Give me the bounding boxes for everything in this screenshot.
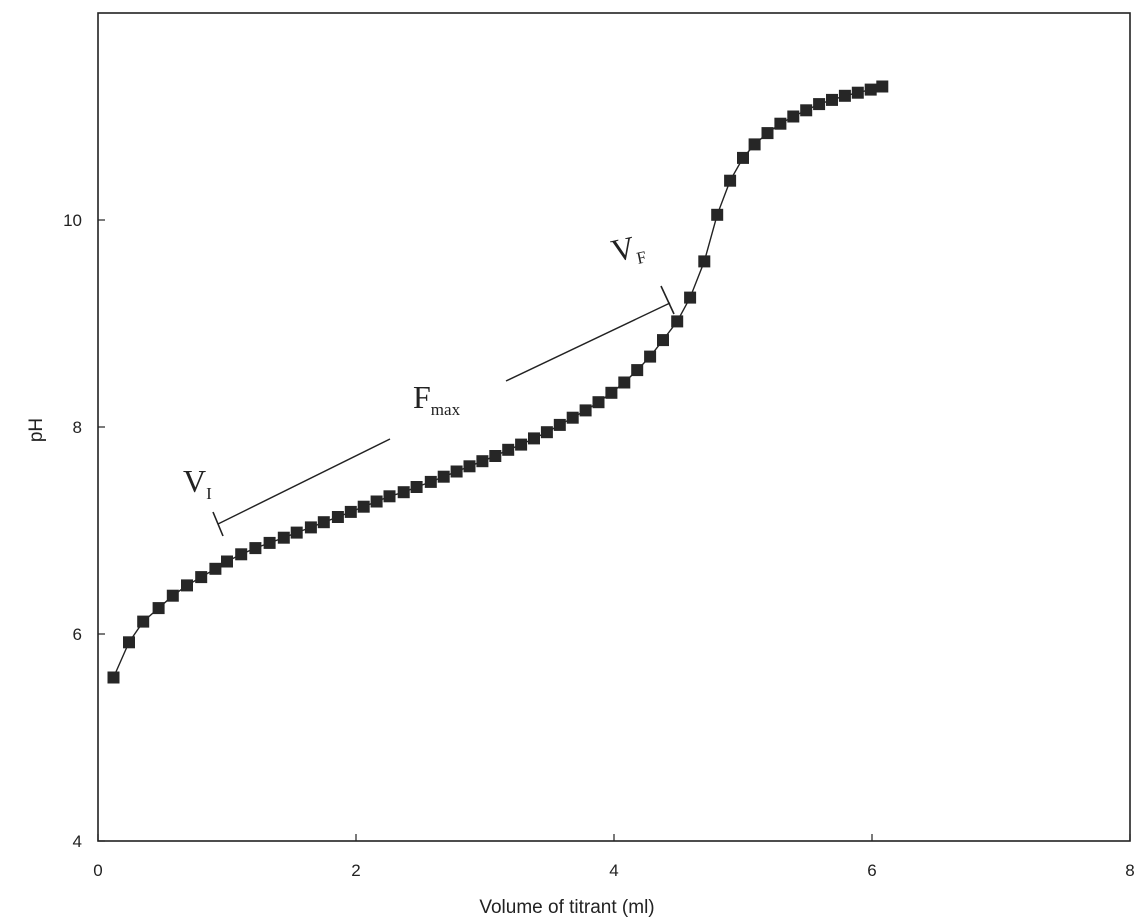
data-point — [684, 291, 697, 304]
data-point — [397, 486, 410, 499]
x-tick-label: 6 — [867, 861, 876, 880]
x-axis-label: Volume of titrant (ml) — [479, 897, 654, 918]
data-point — [370, 495, 383, 508]
data-point — [876, 80, 889, 93]
data-point — [383, 490, 396, 503]
fmax-annotation: Fmax — [413, 379, 461, 419]
x-tick-label: 4 — [609, 861, 618, 880]
data-point — [851, 86, 864, 99]
data-point — [800, 104, 813, 117]
data-point — [181, 579, 193, 592]
data-point — [657, 334, 669, 347]
data-point — [566, 411, 579, 424]
y-axis: 4 6 8 10 — [63, 211, 105, 851]
x-tick-label: 8 — [1125, 861, 1134, 880]
y-tick-label: 6 — [73, 625, 82, 644]
data-point — [304, 521, 317, 534]
data-point — [826, 93, 838, 106]
x-axis: 0 2 4 6 8 — [93, 834, 1135, 880]
data-point — [631, 364, 644, 377]
data-point — [357, 500, 370, 513]
y-tick-label: 8 — [73, 418, 82, 437]
data-point — [838, 89, 851, 102]
data-point — [290, 526, 303, 539]
data-point — [502, 443, 515, 456]
data-point — [761, 127, 774, 140]
y-tick-label: 4 — [73, 832, 82, 851]
data-point — [724, 174, 737, 187]
data-point — [644, 350, 657, 363]
vf-annotation-main: V — [608, 229, 638, 269]
x-tick-label: 2 — [351, 861, 360, 880]
data-point — [787, 110, 800, 123]
series-line — [112, 85, 883, 678]
data-point — [592, 396, 605, 409]
data-point — [277, 531, 290, 544]
data-point — [540, 426, 553, 439]
fmax-annotation-sub: max — [431, 400, 461, 419]
fmax-annotation-main: F — [413, 379, 431, 415]
data-point — [463, 460, 476, 473]
data-point — [579, 404, 592, 417]
y-axis-label: pH — [26, 418, 47, 442]
data-point — [123, 636, 135, 649]
data-point — [235, 548, 248, 561]
vi-annotation: VI — [183, 463, 212, 503]
data-point — [410, 481, 423, 493]
data-point — [813, 98, 826, 111]
vi-annotation-main: V — [183, 463, 206, 499]
data-point — [737, 151, 749, 164]
data-point — [711, 208, 724, 221]
data-point — [748, 138, 761, 151]
data-point — [152, 602, 165, 615]
data-point — [137, 615, 150, 628]
data-point — [331, 511, 344, 523]
y-tick-label: 10 — [63, 211, 82, 230]
data-point — [618, 376, 631, 389]
vf-annotation-sub: F — [635, 247, 648, 268]
data-point — [774, 117, 787, 130]
fmax-line-left — [217, 438, 391, 525]
data-point — [263, 536, 276, 549]
data-point — [317, 516, 330, 529]
data-point — [553, 418, 566, 431]
data-point — [528, 432, 540, 445]
data-point — [864, 83, 877, 96]
data-point — [424, 475, 437, 488]
vi-annotation-sub: I — [206, 484, 212, 503]
data-point — [489, 450, 502, 462]
data-point — [107, 671, 120, 684]
data-point — [209, 562, 222, 575]
vf-marker — [660, 285, 675, 315]
data-point — [437, 470, 450, 483]
series-points — [107, 80, 889, 684]
data-point — [249, 542, 262, 555]
data-point — [166, 589, 179, 602]
data-point — [605, 386, 618, 399]
data-point — [450, 465, 463, 478]
data-point — [515, 438, 528, 451]
plot-frame — [97, 12, 1131, 842]
data-point — [698, 255, 711, 268]
data-point — [195, 571, 208, 584]
x-tick-label: 0 — [93, 861, 102, 880]
vf-annotation: VF — [608, 227, 648, 273]
fmax-line-right — [505, 302, 671, 382]
data-point — [221, 555, 233, 568]
data-point — [476, 455, 489, 468]
data-point — [671, 315, 684, 328]
data-point — [344, 505, 357, 518]
